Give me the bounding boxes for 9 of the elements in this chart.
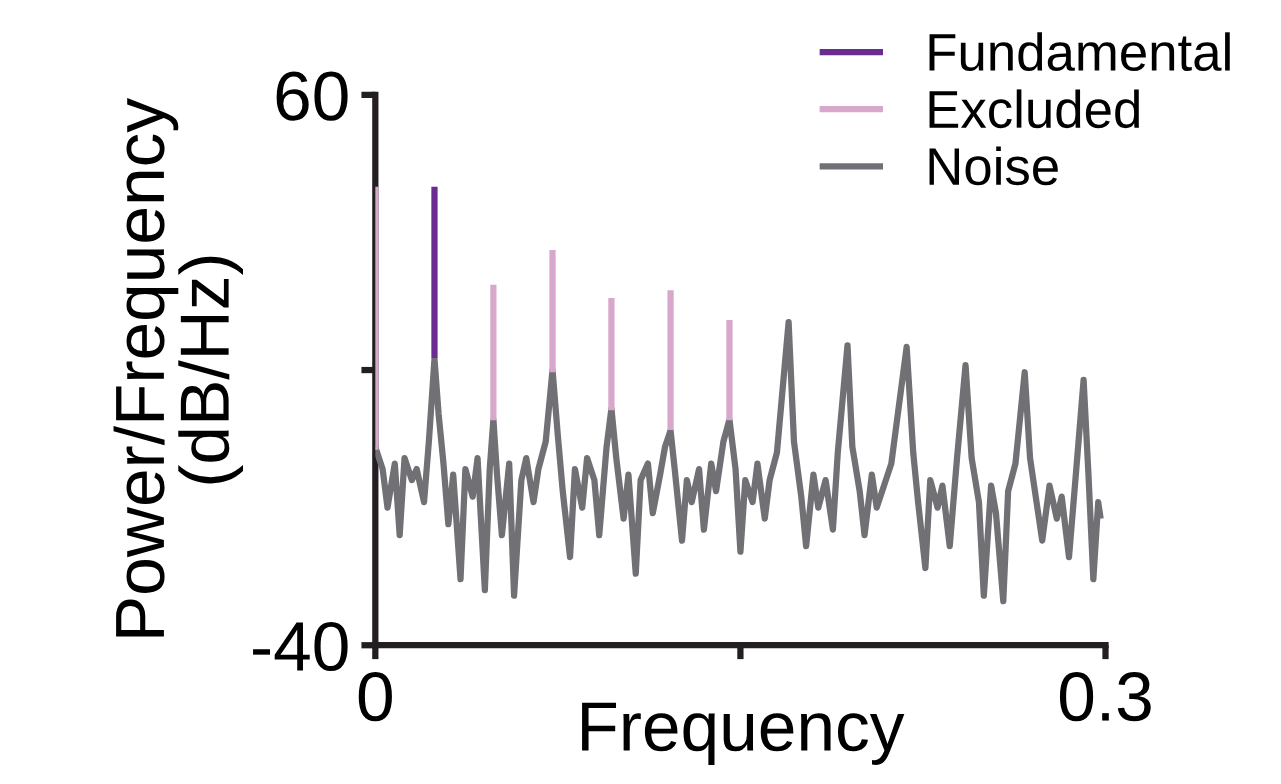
legend-label: Noise — [929, 146, 1058, 186]
y-tick-label: 60 — [276, 71, 348, 121]
x-tick-label: 0 — [358, 672, 392, 722]
x-axis-title: Frequency — [582, 702, 905, 765]
x-tick-label: 0.3 — [1059, 672, 1151, 722]
y-axis-title: Power/Frequency (dB/Hz) — [113, 98, 243, 637]
legend-label: Fundamental — [929, 32, 1230, 72]
y-tick-label: -40 — [253, 621, 348, 672]
legend-label: Excluded — [929, 89, 1139, 129]
